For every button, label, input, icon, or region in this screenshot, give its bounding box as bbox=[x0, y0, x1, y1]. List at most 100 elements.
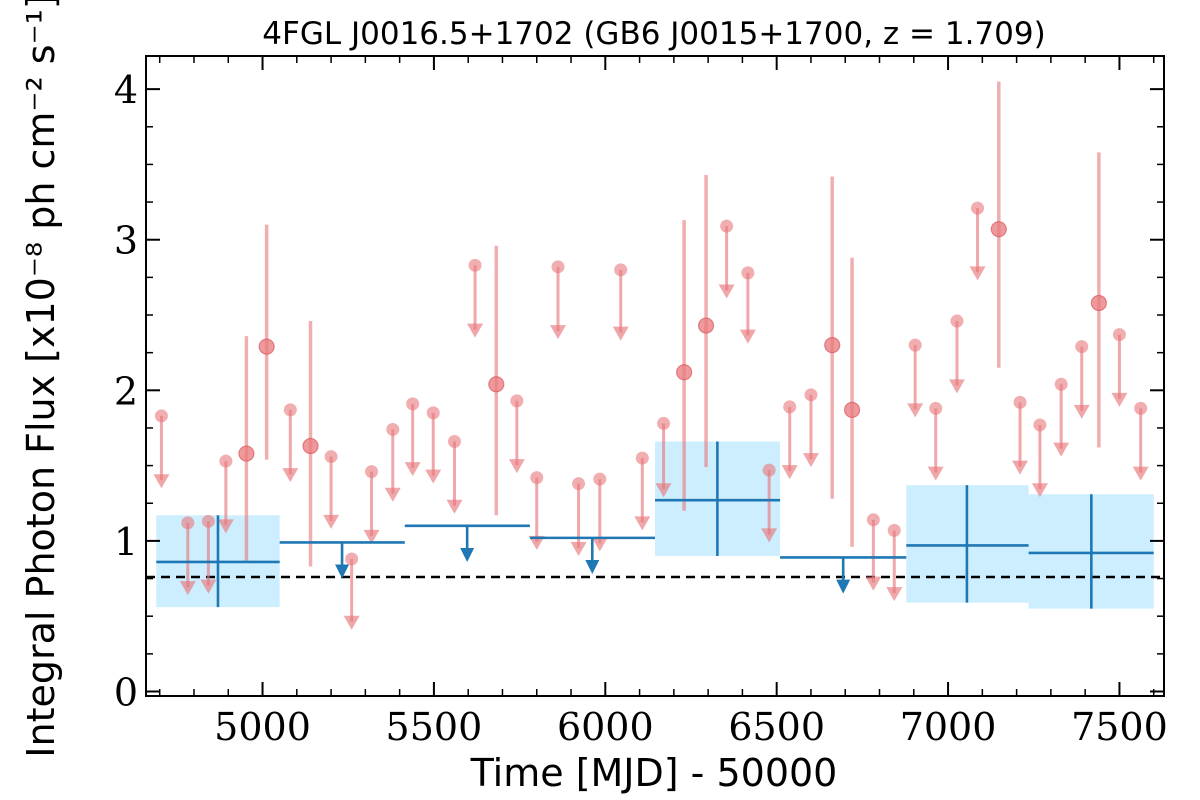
short-bin-limit-arrow-7 bbox=[363, 529, 380, 544]
short-bin-limit-marker-6 bbox=[345, 552, 359, 566]
short-bin-limit-marker-27 bbox=[887, 523, 901, 537]
short-bin-limit-arrow-13 bbox=[508, 459, 525, 474]
plot-frame bbox=[145, 55, 1165, 697]
short-bin-point-3 bbox=[488, 376, 505, 393]
short-bin-limit-arrow-6 bbox=[343, 615, 360, 630]
short-bin-limit-marker-37 bbox=[1134, 401, 1148, 415]
short-bin-limit-marker-25 bbox=[804, 388, 818, 402]
long-bin-limit-arrow-0 bbox=[335, 564, 350, 579]
short-bin-limit-marker-18 bbox=[614, 263, 628, 277]
short-bin-limit-marker-24 bbox=[783, 400, 797, 414]
short-bin-limit-marker-28 bbox=[908, 338, 922, 352]
short-bin-point-8 bbox=[990, 221, 1007, 238]
short-bin-limit-marker-1 bbox=[181, 516, 195, 530]
short-bin-limit-marker-7 bbox=[365, 465, 379, 479]
short-bin-limit-marker-34 bbox=[1054, 377, 1068, 391]
x-tick-label-1: 5500 bbox=[386, 705, 483, 749]
short-bin-limit-arrow-18 bbox=[612, 326, 629, 341]
short-bin-limit-marker-22 bbox=[741, 266, 755, 280]
short-bin-limit-marker-4 bbox=[283, 403, 297, 417]
short-bin-limit-arrow-15 bbox=[549, 325, 566, 340]
short-bin-point-7 bbox=[843, 401, 861, 418]
short-bin-limit-marker-11 bbox=[447, 435, 461, 449]
short-bin-limit-arrow-25 bbox=[802, 453, 819, 468]
short-bin-limit-arrow-37 bbox=[1132, 466, 1149, 481]
short-bin-limit-arrow-28 bbox=[907, 403, 924, 418]
y-tick-label-3: 3 bbox=[114, 219, 138, 263]
short-bin-limit-marker-33 bbox=[1033, 418, 1047, 432]
x-tick-label-5: 7500 bbox=[1071, 705, 1168, 749]
short-bin-limit-arrow-32 bbox=[1012, 460, 1029, 475]
short-bin-limit-marker-19 bbox=[635, 451, 649, 465]
short-bin-limit-arrow-9 bbox=[404, 462, 421, 477]
x-tick-label-3: 6500 bbox=[728, 705, 825, 749]
short-bin-limit-arrow-34 bbox=[1053, 442, 1070, 457]
long-bin-limit-arrow-2 bbox=[585, 560, 600, 575]
y-tick-label-1: 1 bbox=[114, 520, 138, 564]
short-bin-limit-arrow-17 bbox=[591, 537, 608, 552]
short-bin-limit-arrow-0 bbox=[153, 474, 170, 489]
chart-title: 4FGL J0016.5+1702 (GB6 J0015+1700, z = 1… bbox=[262, 16, 1045, 52]
y-tick-label-4: 4 bbox=[114, 68, 138, 112]
axis-ticks: 5000 5500 6000 6500 7000 7500 0 1 2 3 4 bbox=[114, 56, 1168, 749]
long-bin-bands bbox=[156, 441, 1154, 609]
short-bin-limit-marker-0 bbox=[154, 409, 168, 423]
short-bin-limit-marker-15 bbox=[551, 260, 565, 274]
short-bin-limit-marker-36 bbox=[1112, 328, 1126, 342]
short-bin-limit-arrow-21 bbox=[718, 284, 735, 299]
short-bin-limit-arrow-2 bbox=[200, 579, 217, 594]
y-tick-label-0: 0 bbox=[114, 670, 138, 714]
short-bin-limit-arrow-31 bbox=[969, 266, 986, 281]
short-bin-layer bbox=[153, 81, 1149, 630]
short-bin-limit-arrow-26 bbox=[865, 576, 882, 591]
x-tick-label-2: 6000 bbox=[557, 705, 654, 749]
short-bin-limit-arrow-36 bbox=[1111, 392, 1128, 407]
short-bin-limit-arrow-19 bbox=[634, 516, 651, 531]
short-bin-limit-marker-14 bbox=[530, 471, 544, 485]
short-bin-limit-arrow-24 bbox=[781, 465, 798, 480]
short-bin-limit-arrow-27 bbox=[886, 587, 903, 602]
short-bin-limit-marker-35 bbox=[1075, 340, 1089, 354]
short-bin-limit-arrow-11 bbox=[446, 499, 463, 514]
short-bin-point-9 bbox=[1090, 294, 1107, 312]
long-bin-layer bbox=[156, 441, 1154, 609]
short-bin-limit-arrow-3 bbox=[217, 519, 234, 534]
short-bin-point-1 bbox=[258, 338, 275, 355]
short-bin-limit-marker-29 bbox=[929, 401, 943, 415]
short-bin-limit-arrow-23 bbox=[761, 528, 778, 543]
short-bin-limit-marker-5 bbox=[324, 450, 338, 464]
short-bin-point-2 bbox=[302, 437, 319, 455]
short-bin-limit-marker-21 bbox=[720, 219, 734, 233]
short-bin-limit-arrow-20 bbox=[655, 483, 672, 498]
x-axis-label: Time [MJD] - 50000 bbox=[470, 751, 838, 795]
short-bin-limit-marker-2 bbox=[201, 514, 215, 528]
short-bin-limit-arrow-4 bbox=[282, 468, 299, 483]
short-bin-limit-marker-9 bbox=[406, 397, 420, 411]
short-bin-point-4 bbox=[676, 364, 693, 381]
short-bin-limit-arrow-30 bbox=[948, 379, 965, 394]
short-bin-limit-arrow-14 bbox=[528, 535, 545, 550]
short-bin-limit-marker-17 bbox=[593, 472, 607, 486]
short-bin-limit-marker-26 bbox=[866, 513, 880, 527]
short-bin-limit-arrow-35 bbox=[1073, 404, 1090, 419]
short-bin-limit-arrow-10 bbox=[425, 469, 442, 484]
short-bin-limit-arrow-29 bbox=[927, 466, 944, 481]
short-bin-limit-arrow-5 bbox=[323, 514, 340, 529]
short-bin-point-6 bbox=[824, 337, 841, 354]
short-bin-limit-marker-3 bbox=[219, 454, 233, 468]
short-bin-point-0 bbox=[238, 445, 255, 462]
short-bin-limit-marker-10 bbox=[426, 406, 440, 420]
short-bin-limit-marker-31 bbox=[971, 201, 985, 215]
short-bin-limit-arrow-33 bbox=[1031, 483, 1048, 498]
short-bin-limit-marker-8 bbox=[386, 422, 400, 436]
short-bin-limit-marker-13 bbox=[510, 394, 524, 408]
short-bin-point-5 bbox=[697, 317, 715, 334]
x-tick-label-4: 7000 bbox=[900, 705, 997, 749]
short-bin-limit-arrow-16 bbox=[570, 541, 587, 556]
short-bin-limit-marker-23 bbox=[762, 463, 776, 477]
x-tick-label-0: 5000 bbox=[214, 705, 311, 749]
short-bin-limit-marker-32 bbox=[1013, 395, 1027, 409]
long-bin-limit-arrow-1 bbox=[460, 547, 475, 562]
y-tick-label-2: 2 bbox=[114, 369, 138, 413]
